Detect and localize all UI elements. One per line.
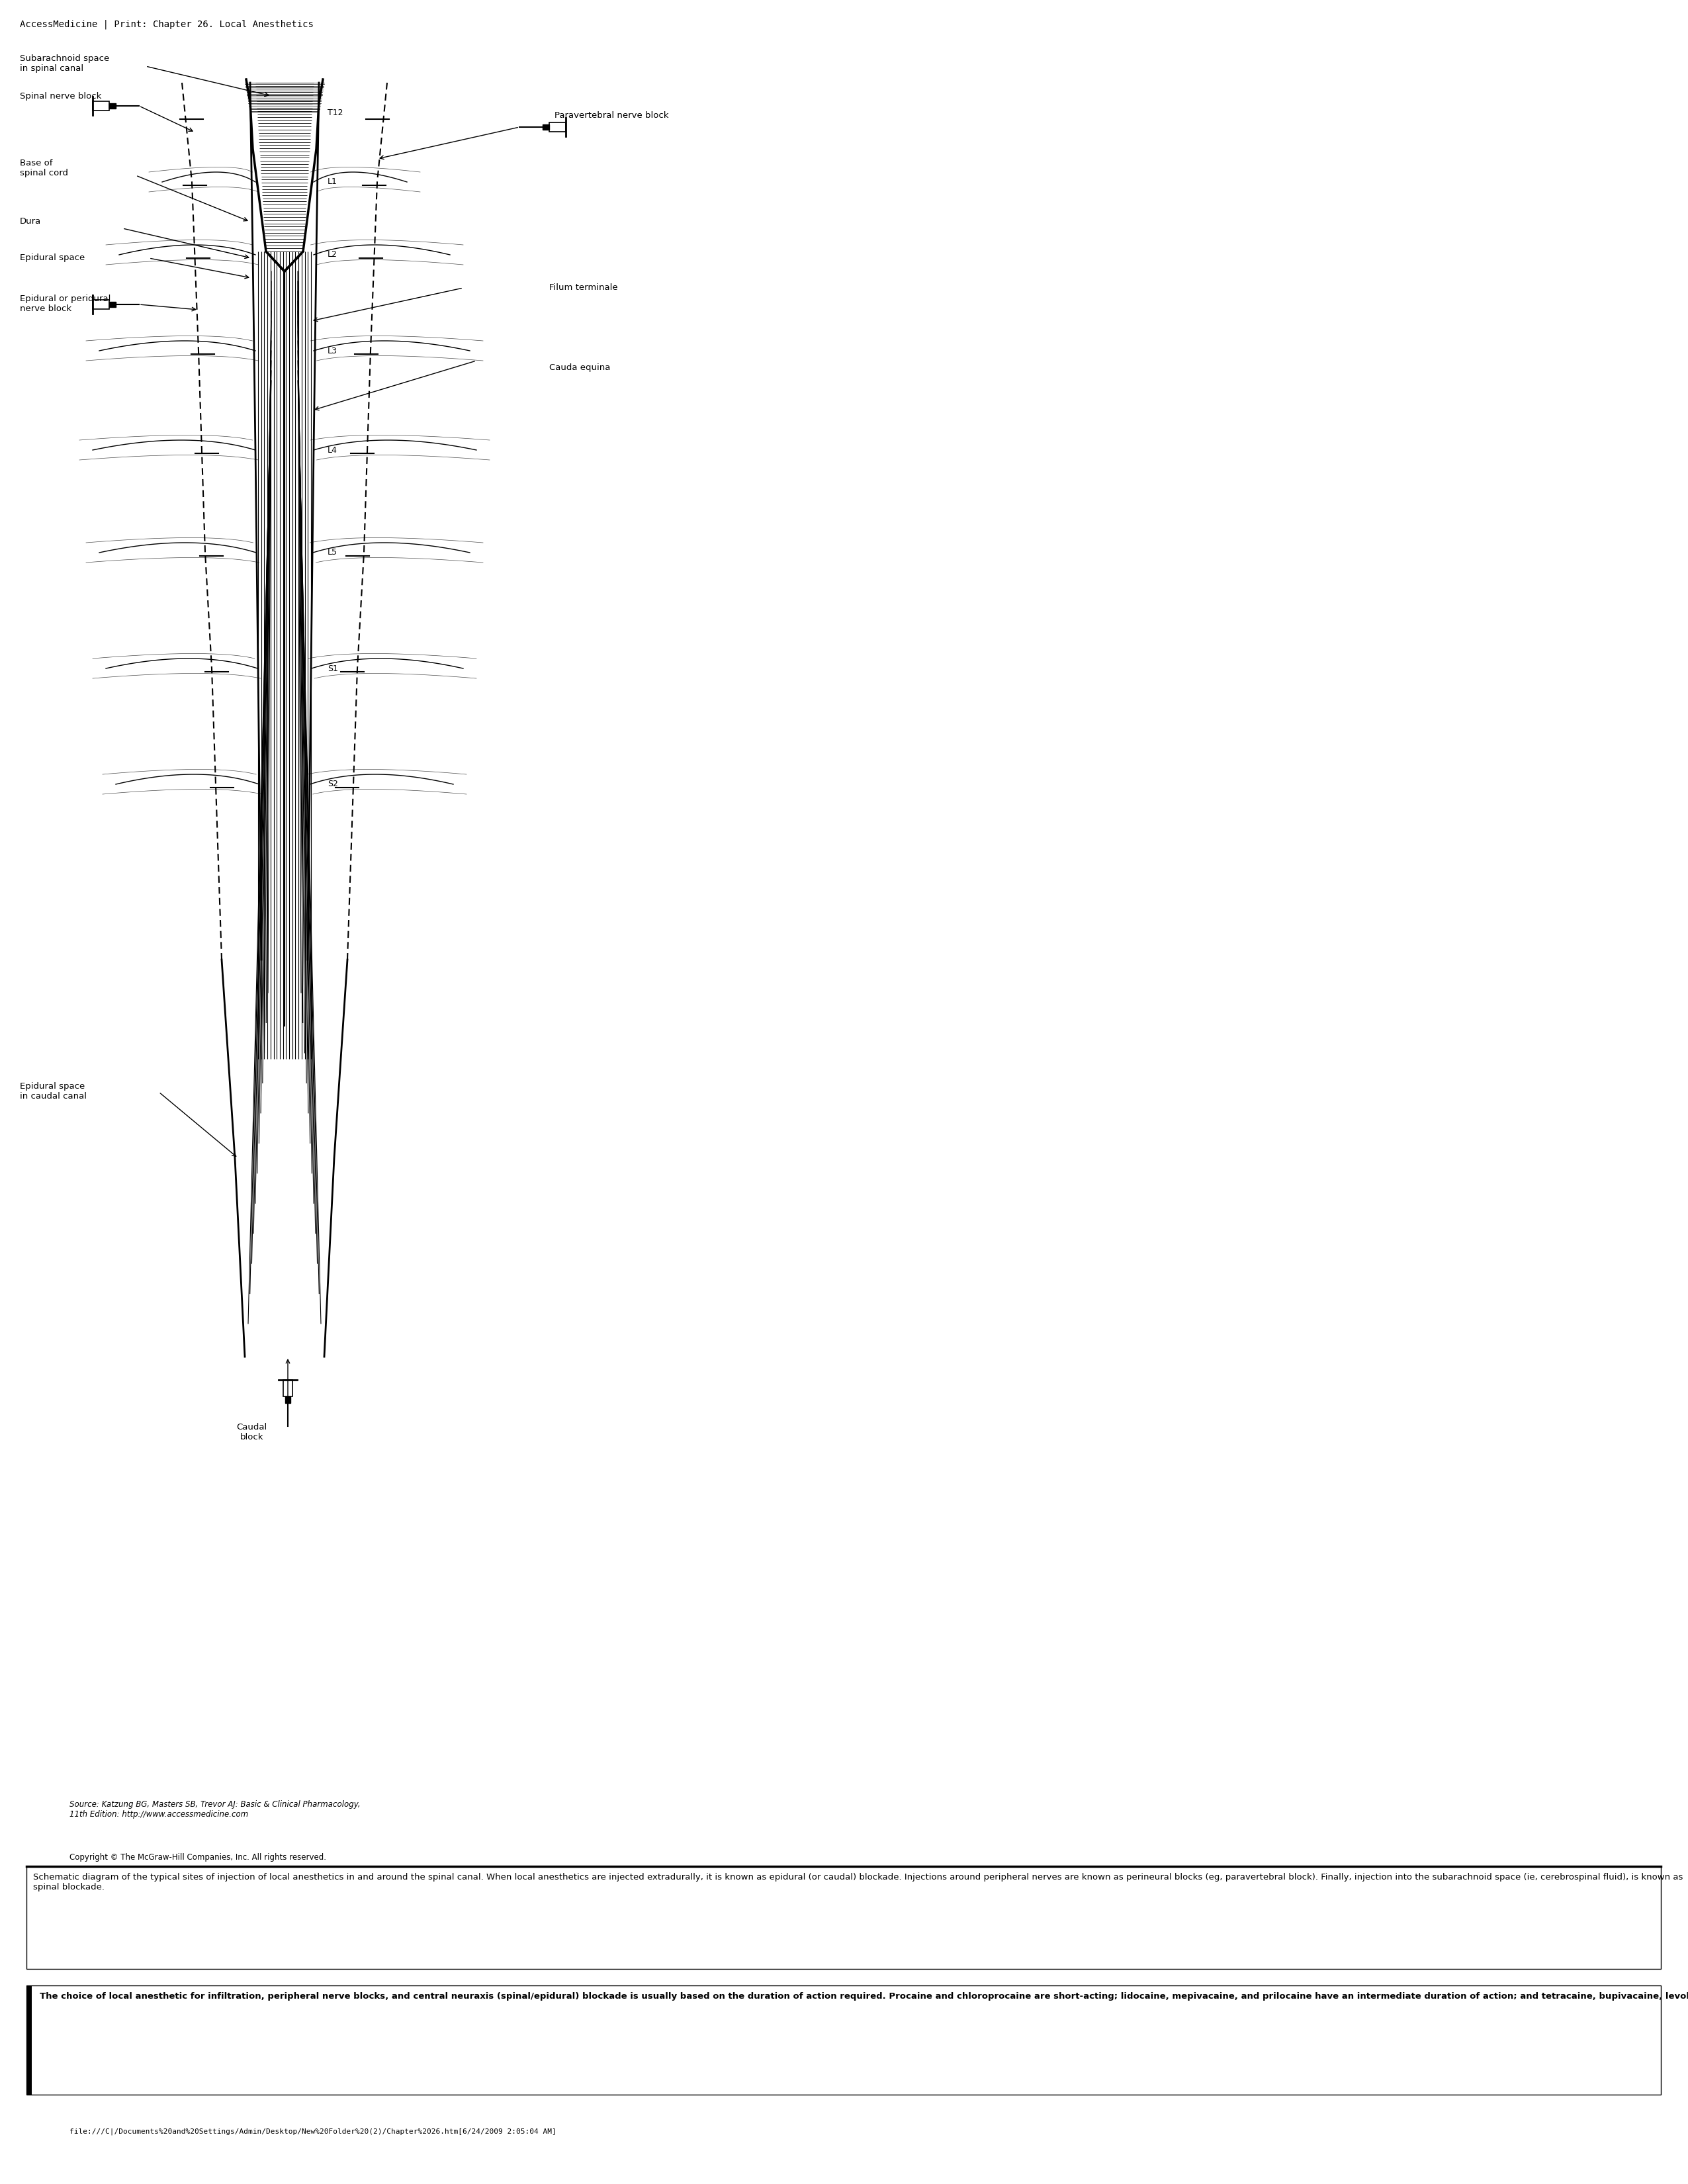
Bar <box>549 122 565 131</box>
Text: Subarachnoid space
in spinal canal: Subarachnoid space in spinal canal <box>20 55 110 72</box>
Text: Copyright © The McGraw-Hill Companies, Inc. All rights reserved.: Copyright © The McGraw-Hill Companies, I… <box>69 1852 326 1861</box>
Bar <box>27 1867 1661 1970</box>
Text: Source: Katzung BG, Masters SB, Trevor AJ: Basic & Clinical Pharmacology,
11th E: Source: Katzung BG, Masters SB, Trevor A… <box>69 1800 360 1819</box>
Text: Cauda equina: Cauda equina <box>549 363 611 371</box>
Text: The choice of local anesthetic for infiltration, peripheral nerve blocks, and ce: The choice of local anesthetic for infil… <box>41 1992 1688 2001</box>
Text: Spinal nerve block: Spinal nerve block <box>20 92 101 100</box>
Text: S2: S2 <box>327 780 338 788</box>
Bar <box>93 100 110 111</box>
Bar <box>27 1985 1661 2094</box>
Text: Schematic diagram of the typical sites of injection of local anesthetics in and : Schematic diagram of the typical sites o… <box>34 1874 1683 1891</box>
Text: Paravertebral nerve block: Paravertebral nerve block <box>554 111 668 120</box>
Text: file:///C|/Documents%20and%20Settings/Admin/Desktop/New%20Folder%20(2)/Chapter%2: file:///C|/Documents%20and%20Settings/Ad… <box>69 2127 557 2134</box>
Text: L4: L4 <box>327 446 338 454</box>
Text: L2: L2 <box>327 251 338 260</box>
Text: Caudal
block: Caudal block <box>236 1424 267 1441</box>
Bar <box>542 124 549 129</box>
Bar <box>110 301 116 308</box>
Bar <box>27 1985 32 2094</box>
Text: Filum terminale: Filum terminale <box>549 284 618 293</box>
Text: L1: L1 <box>327 177 338 186</box>
Text: Epidural space: Epidural space <box>20 253 84 262</box>
Text: Dura: Dura <box>20 218 41 225</box>
Text: L3: L3 <box>327 347 338 356</box>
Bar <box>93 299 110 310</box>
Text: S1: S1 <box>327 664 338 673</box>
Text: Epidural space
in caudal canal: Epidural space in caudal canal <box>20 1081 86 1101</box>
Text: AccessMedicine | Print: Chapter 26. Local Anesthetics: AccessMedicine | Print: Chapter 26. Loca… <box>20 20 314 28</box>
Text: L5: L5 <box>327 548 338 557</box>
Bar <box>110 103 116 109</box>
Bar <box>284 1380 292 1396</box>
Bar <box>285 1396 290 1402</box>
Text: Base of
spinal cord: Base of spinal cord <box>20 159 68 177</box>
Text: T12: T12 <box>327 109 343 116</box>
Text: Epidural or peridural
nerve block: Epidural or peridural nerve block <box>20 295 111 312</box>
